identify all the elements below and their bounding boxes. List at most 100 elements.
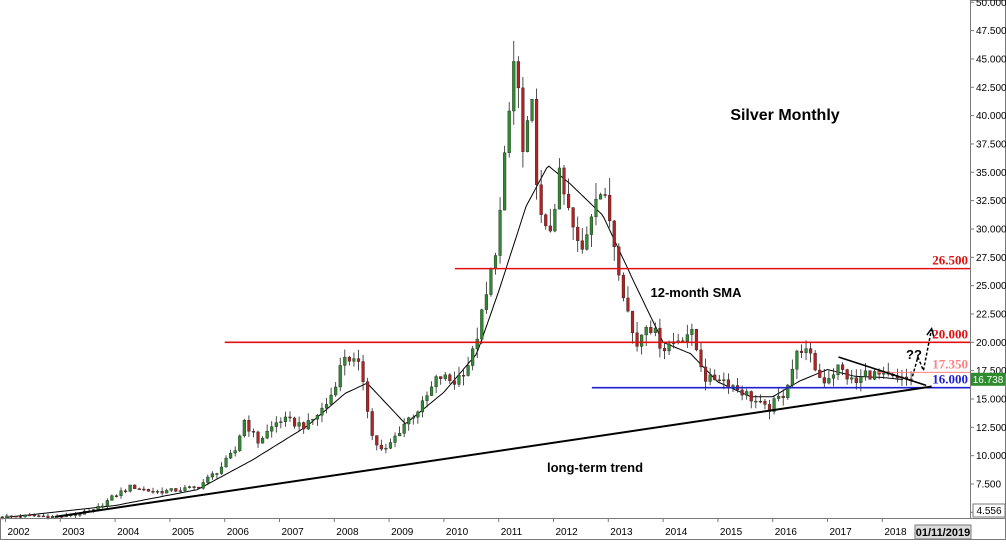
candle-body bbox=[754, 400, 758, 403]
candle-body bbox=[831, 374, 836, 379]
candle-body bbox=[9, 515, 13, 518]
candle-body bbox=[484, 294, 488, 310]
candle-body bbox=[343, 356, 347, 366]
sma-annotation: 12-month SMA bbox=[651, 285, 743, 300]
candle-body bbox=[480, 309, 484, 340]
price-badge: 16.738 bbox=[971, 372, 1005, 386]
candle-body bbox=[799, 350, 804, 353]
candle-body bbox=[105, 500, 109, 507]
candle-body bbox=[32, 514, 36, 517]
candle-body bbox=[818, 369, 822, 378]
candle-body bbox=[78, 514, 82, 516]
y-tick-label: 45.000 bbox=[976, 54, 1006, 65]
candle-body bbox=[790, 368, 794, 386]
candle-body bbox=[872, 371, 877, 380]
candle-body bbox=[128, 484, 132, 492]
candle-body bbox=[242, 420, 246, 437]
candle-body bbox=[722, 379, 726, 381]
candle-body bbox=[612, 220, 616, 248]
candle-body bbox=[704, 366, 708, 382]
candle-body bbox=[749, 391, 753, 402]
y-tick-label: 35.000 bbox=[976, 168, 1006, 179]
candle-body bbox=[448, 374, 452, 381]
candle-body bbox=[498, 209, 502, 256]
candle-body bbox=[516, 61, 520, 89]
x-axis: 2002 2003 2004 2005 2006 2007 2008 2009 2010 2011… bbox=[4, 518, 907, 538]
y-tick-label: 22.500 bbox=[976, 309, 1006, 320]
y-tick-label: 7.500 bbox=[976, 479, 1001, 490]
candle-body bbox=[548, 225, 552, 232]
bottom-value-badge: 4.556 bbox=[972, 503, 1006, 518]
candle-body bbox=[713, 374, 717, 381]
candle-body bbox=[261, 437, 265, 444]
candle-body bbox=[608, 194, 612, 222]
candle-body bbox=[361, 361, 365, 382]
candle-body bbox=[836, 364, 840, 375]
candle-body bbox=[28, 514, 32, 517]
candle-body bbox=[174, 488, 178, 492]
candle-body bbox=[183, 487, 187, 491]
candle-body bbox=[859, 376, 863, 383]
candle-body bbox=[452, 380, 456, 385]
candle-body bbox=[256, 431, 260, 444]
x-tick-label: 2017 bbox=[830, 527, 853, 538]
candle-body bbox=[658, 327, 662, 349]
candle-body bbox=[96, 506, 100, 510]
candle-body bbox=[507, 110, 511, 153]
candle-body bbox=[576, 226, 580, 241]
candle-body bbox=[114, 495, 119, 497]
y-tick-label: 40.000 bbox=[976, 111, 1006, 122]
candle-body bbox=[292, 417, 297, 427]
candle-body bbox=[489, 268, 493, 295]
candle-body bbox=[297, 422, 301, 427]
level-label: 26.500 bbox=[932, 253, 968, 268]
candle-body bbox=[854, 377, 858, 383]
candle-body bbox=[717, 379, 721, 382]
candle-body bbox=[0, 516, 4, 519]
question-annotation: ?? bbox=[906, 347, 922, 362]
candle-body bbox=[238, 435, 242, 451]
x-tick-label: 2003 bbox=[62, 527, 85, 538]
candle-body bbox=[708, 374, 712, 382]
candle-body bbox=[617, 246, 621, 276]
candles bbox=[0, 40, 913, 520]
y-tick-label: 10.000 bbox=[976, 451, 1006, 462]
candle-body bbox=[416, 411, 420, 418]
x-tick-label: 2005 bbox=[172, 527, 195, 538]
triangle-upper-line bbox=[838, 356, 927, 387]
candle-body bbox=[429, 386, 434, 396]
candle-body bbox=[553, 208, 557, 232]
y-tick-label: 15.000 bbox=[976, 394, 1006, 405]
candle-body bbox=[288, 416, 292, 419]
candle-body bbox=[398, 433, 402, 437]
candle-body bbox=[124, 490, 128, 493]
x-tick-label: 2009 bbox=[391, 527, 414, 538]
candle-body bbox=[539, 184, 543, 215]
candle-body bbox=[41, 515, 45, 518]
candle-body bbox=[324, 404, 329, 409]
candle-body bbox=[14, 516, 18, 518]
candle-body bbox=[379, 444, 383, 450]
candle-body bbox=[745, 391, 749, 396]
breakout-arrowhead bbox=[926, 327, 935, 337]
candle-body bbox=[315, 414, 319, 420]
x-tick-label: 2002 bbox=[7, 527, 30, 538]
candle-body bbox=[822, 377, 826, 384]
candle-body bbox=[630, 310, 635, 334]
candle-body bbox=[594, 198, 598, 218]
candle-body bbox=[471, 348, 475, 366]
y-tick-label: 17.500 bbox=[976, 366, 1006, 377]
x-tick-label: 2018 bbox=[884, 527, 907, 538]
candle-body bbox=[233, 450, 237, 454]
candle-body bbox=[23, 514, 27, 518]
candle-body bbox=[155, 491, 160, 493]
candle-body bbox=[457, 375, 461, 385]
date-label: 01/11/2019 bbox=[916, 527, 970, 539]
candle-body bbox=[119, 490, 123, 496]
candle-body bbox=[37, 515, 41, 517]
candle-body bbox=[165, 490, 169, 494]
x-tick-label: 2010 bbox=[446, 527, 469, 538]
candle-body bbox=[302, 422, 306, 430]
candle-body bbox=[146, 488, 150, 492]
